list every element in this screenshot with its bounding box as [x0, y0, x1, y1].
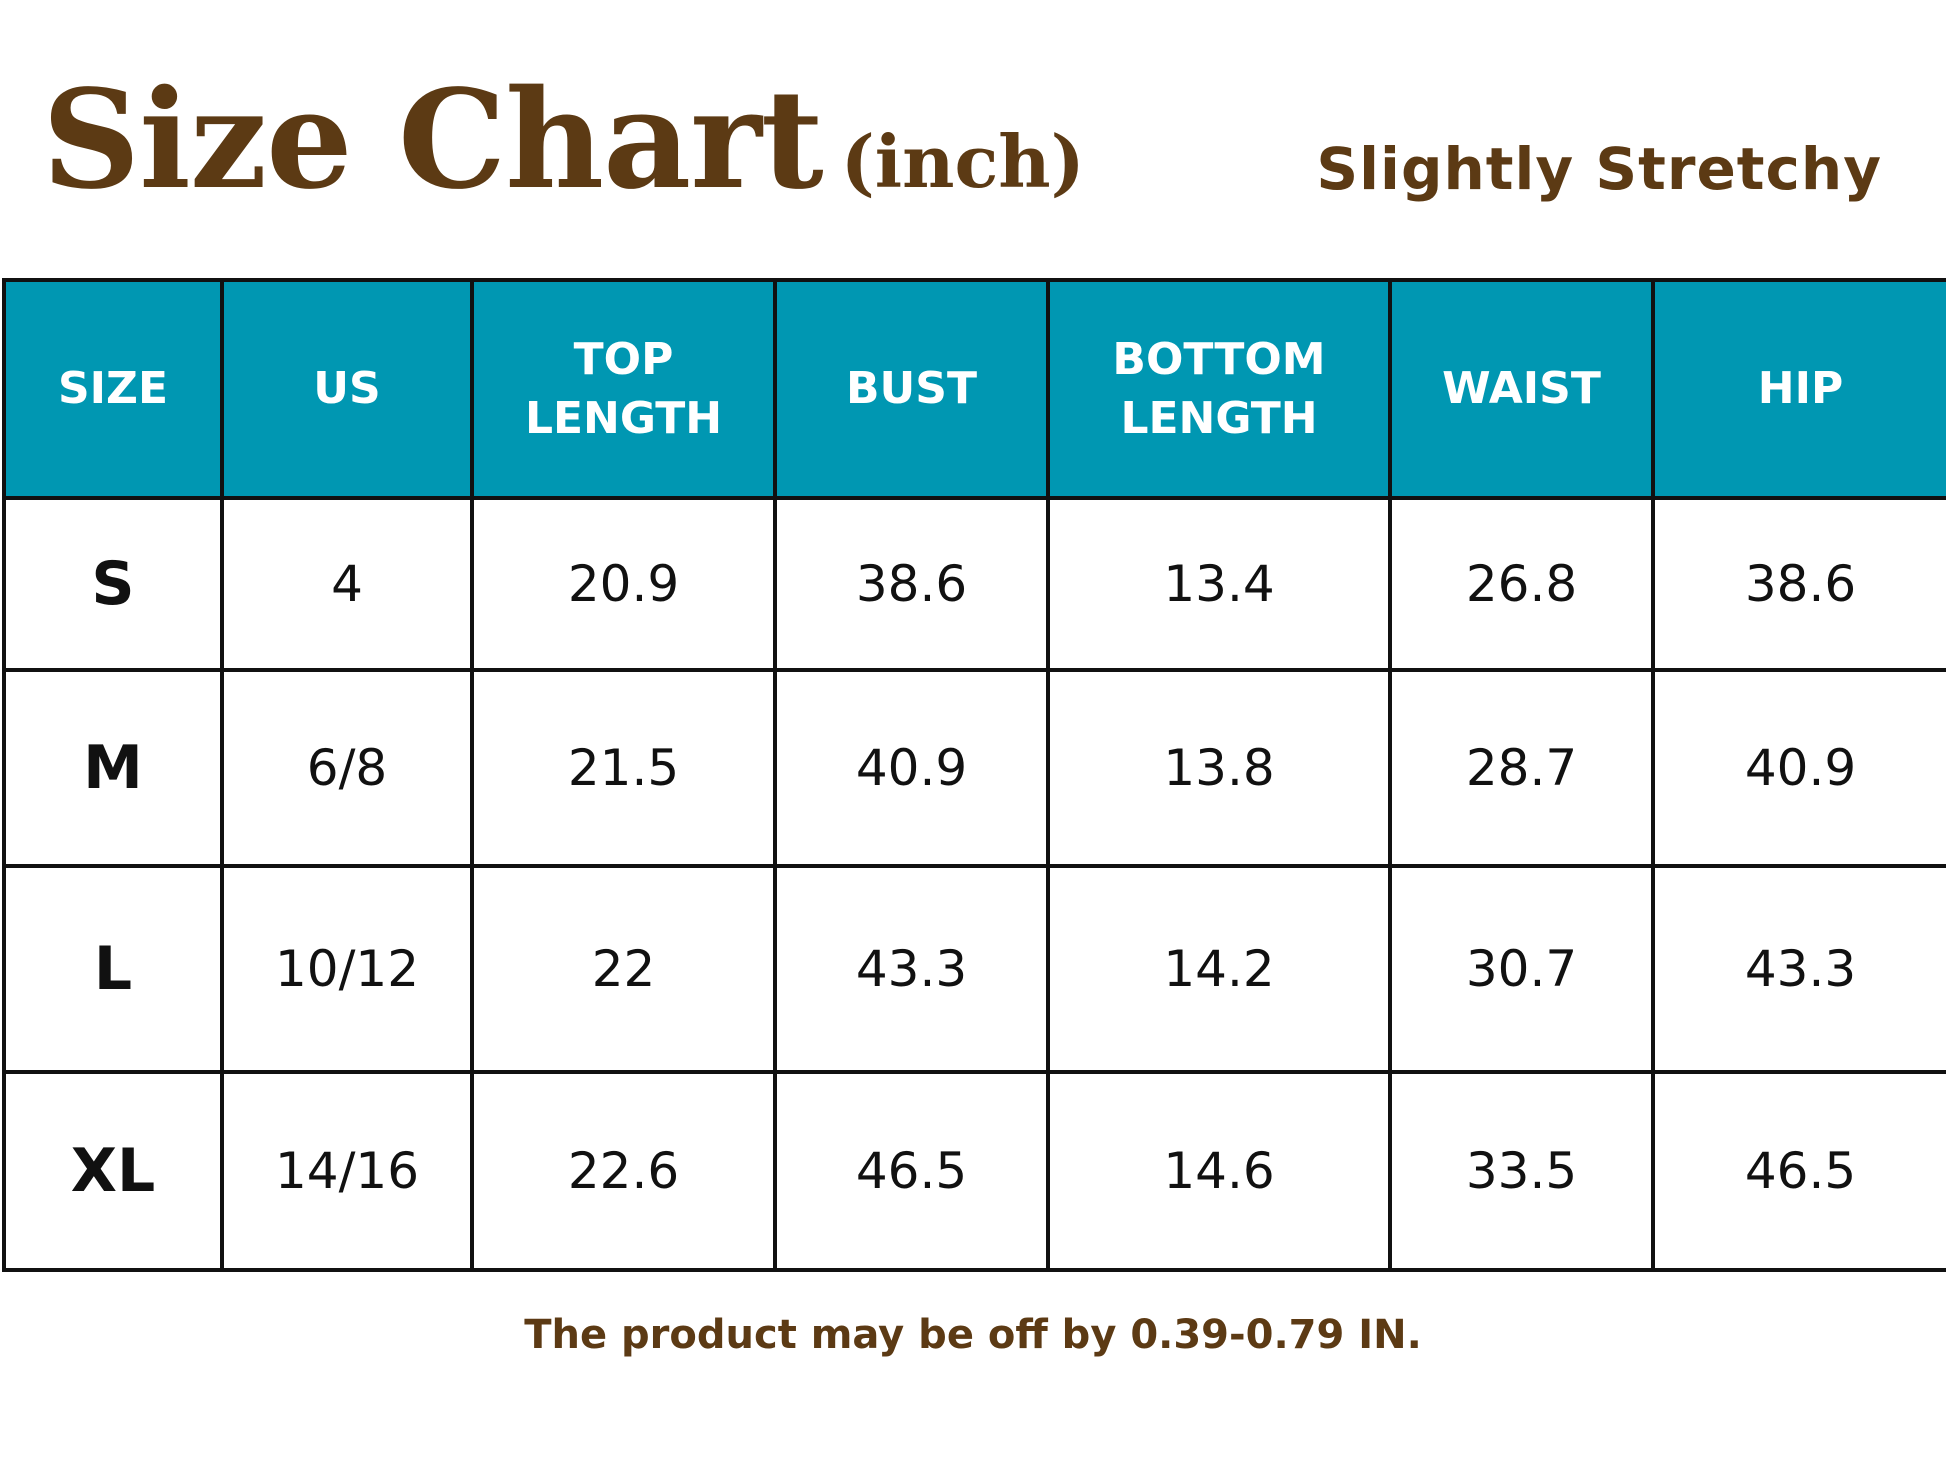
size-cell: M — [2, 668, 224, 868]
table-row: M 6/8 21.5 40.9 13.8 28.7 40.9 — [2, 668, 1946, 868]
table-header-row: SIZE US TOP LENGTH BUST BOTTOM LENGTH WAIS… — [2, 278, 1946, 500]
page-title: Size Chart (inch) — [42, 72, 1085, 208]
table-row: XL 14/16 22.6 46.5 14.6 33.5 46.5 — [2, 1070, 1946, 1272]
table-cell: 43.3 — [773, 864, 1050, 1074]
table-cell: 14.2 — [1046, 864, 1392, 1074]
table-cell: 22.6 — [470, 1070, 777, 1272]
table-cell: 4 — [220, 496, 474, 672]
table-cell: 43.3 — [1651, 864, 1946, 1074]
table-cell: 33.5 — [1388, 1070, 1655, 1272]
size-cell: S — [2, 496, 224, 672]
table-cell: 40.9 — [773, 668, 1050, 868]
table-cell: 14/16 — [220, 1070, 474, 1272]
column-header-hip: HIP — [1651, 278, 1946, 500]
title-unit: (inch) — [840, 119, 1085, 204]
table-cell: 30.7 — [1388, 864, 1655, 1074]
table-row: S 4 20.9 38.6 13.4 26.8 38.6 — [2, 496, 1946, 672]
table-cell: 22 — [470, 864, 777, 1074]
size-cell: L — [2, 864, 224, 1074]
table-cell: 40.9 — [1651, 668, 1946, 868]
size-cell: XL — [2, 1070, 224, 1272]
column-header-bottom-length: BOTTOM LENGTH — [1046, 278, 1392, 500]
table-cell: 46.5 — [1651, 1070, 1946, 1272]
stretch-label: Slightly Stretchy — [1316, 135, 1882, 203]
size-table: SIZE US TOP LENGTH BUST BOTTOM LENGTH WAIS… — [2, 278, 1946, 1272]
title-text: Size Chart — [42, 60, 824, 220]
column-header-bust: BUST — [773, 278, 1050, 500]
table-cell: 6/8 — [220, 668, 474, 868]
table-cell: 13.8 — [1046, 668, 1392, 868]
column-header-top-length: TOP LENGTH — [470, 278, 777, 500]
table-cell: 13.4 — [1046, 496, 1392, 672]
table-cell: 28.7 — [1388, 668, 1655, 868]
table-cell: 46.5 — [773, 1070, 1050, 1272]
table-cell: 14.6 — [1046, 1070, 1392, 1272]
table-cell: 38.6 — [773, 496, 1050, 672]
table-row: L 10/12 22 43.3 14.2 30.7 43.3 — [2, 864, 1946, 1074]
column-header-waist: WAIST — [1388, 278, 1655, 500]
tolerance-note: The product may be off by 0.39-0.79 IN. — [524, 1312, 1422, 1358]
table-cell: 26.8 — [1388, 496, 1655, 672]
table-cell: 20.9 — [470, 496, 777, 672]
column-header-us: US — [220, 278, 474, 500]
table-cell: 10/12 — [220, 864, 474, 1074]
table-cell: 21.5 — [470, 668, 777, 868]
column-header-size: SIZE — [2, 278, 224, 500]
table-cell: 38.6 — [1651, 496, 1946, 672]
